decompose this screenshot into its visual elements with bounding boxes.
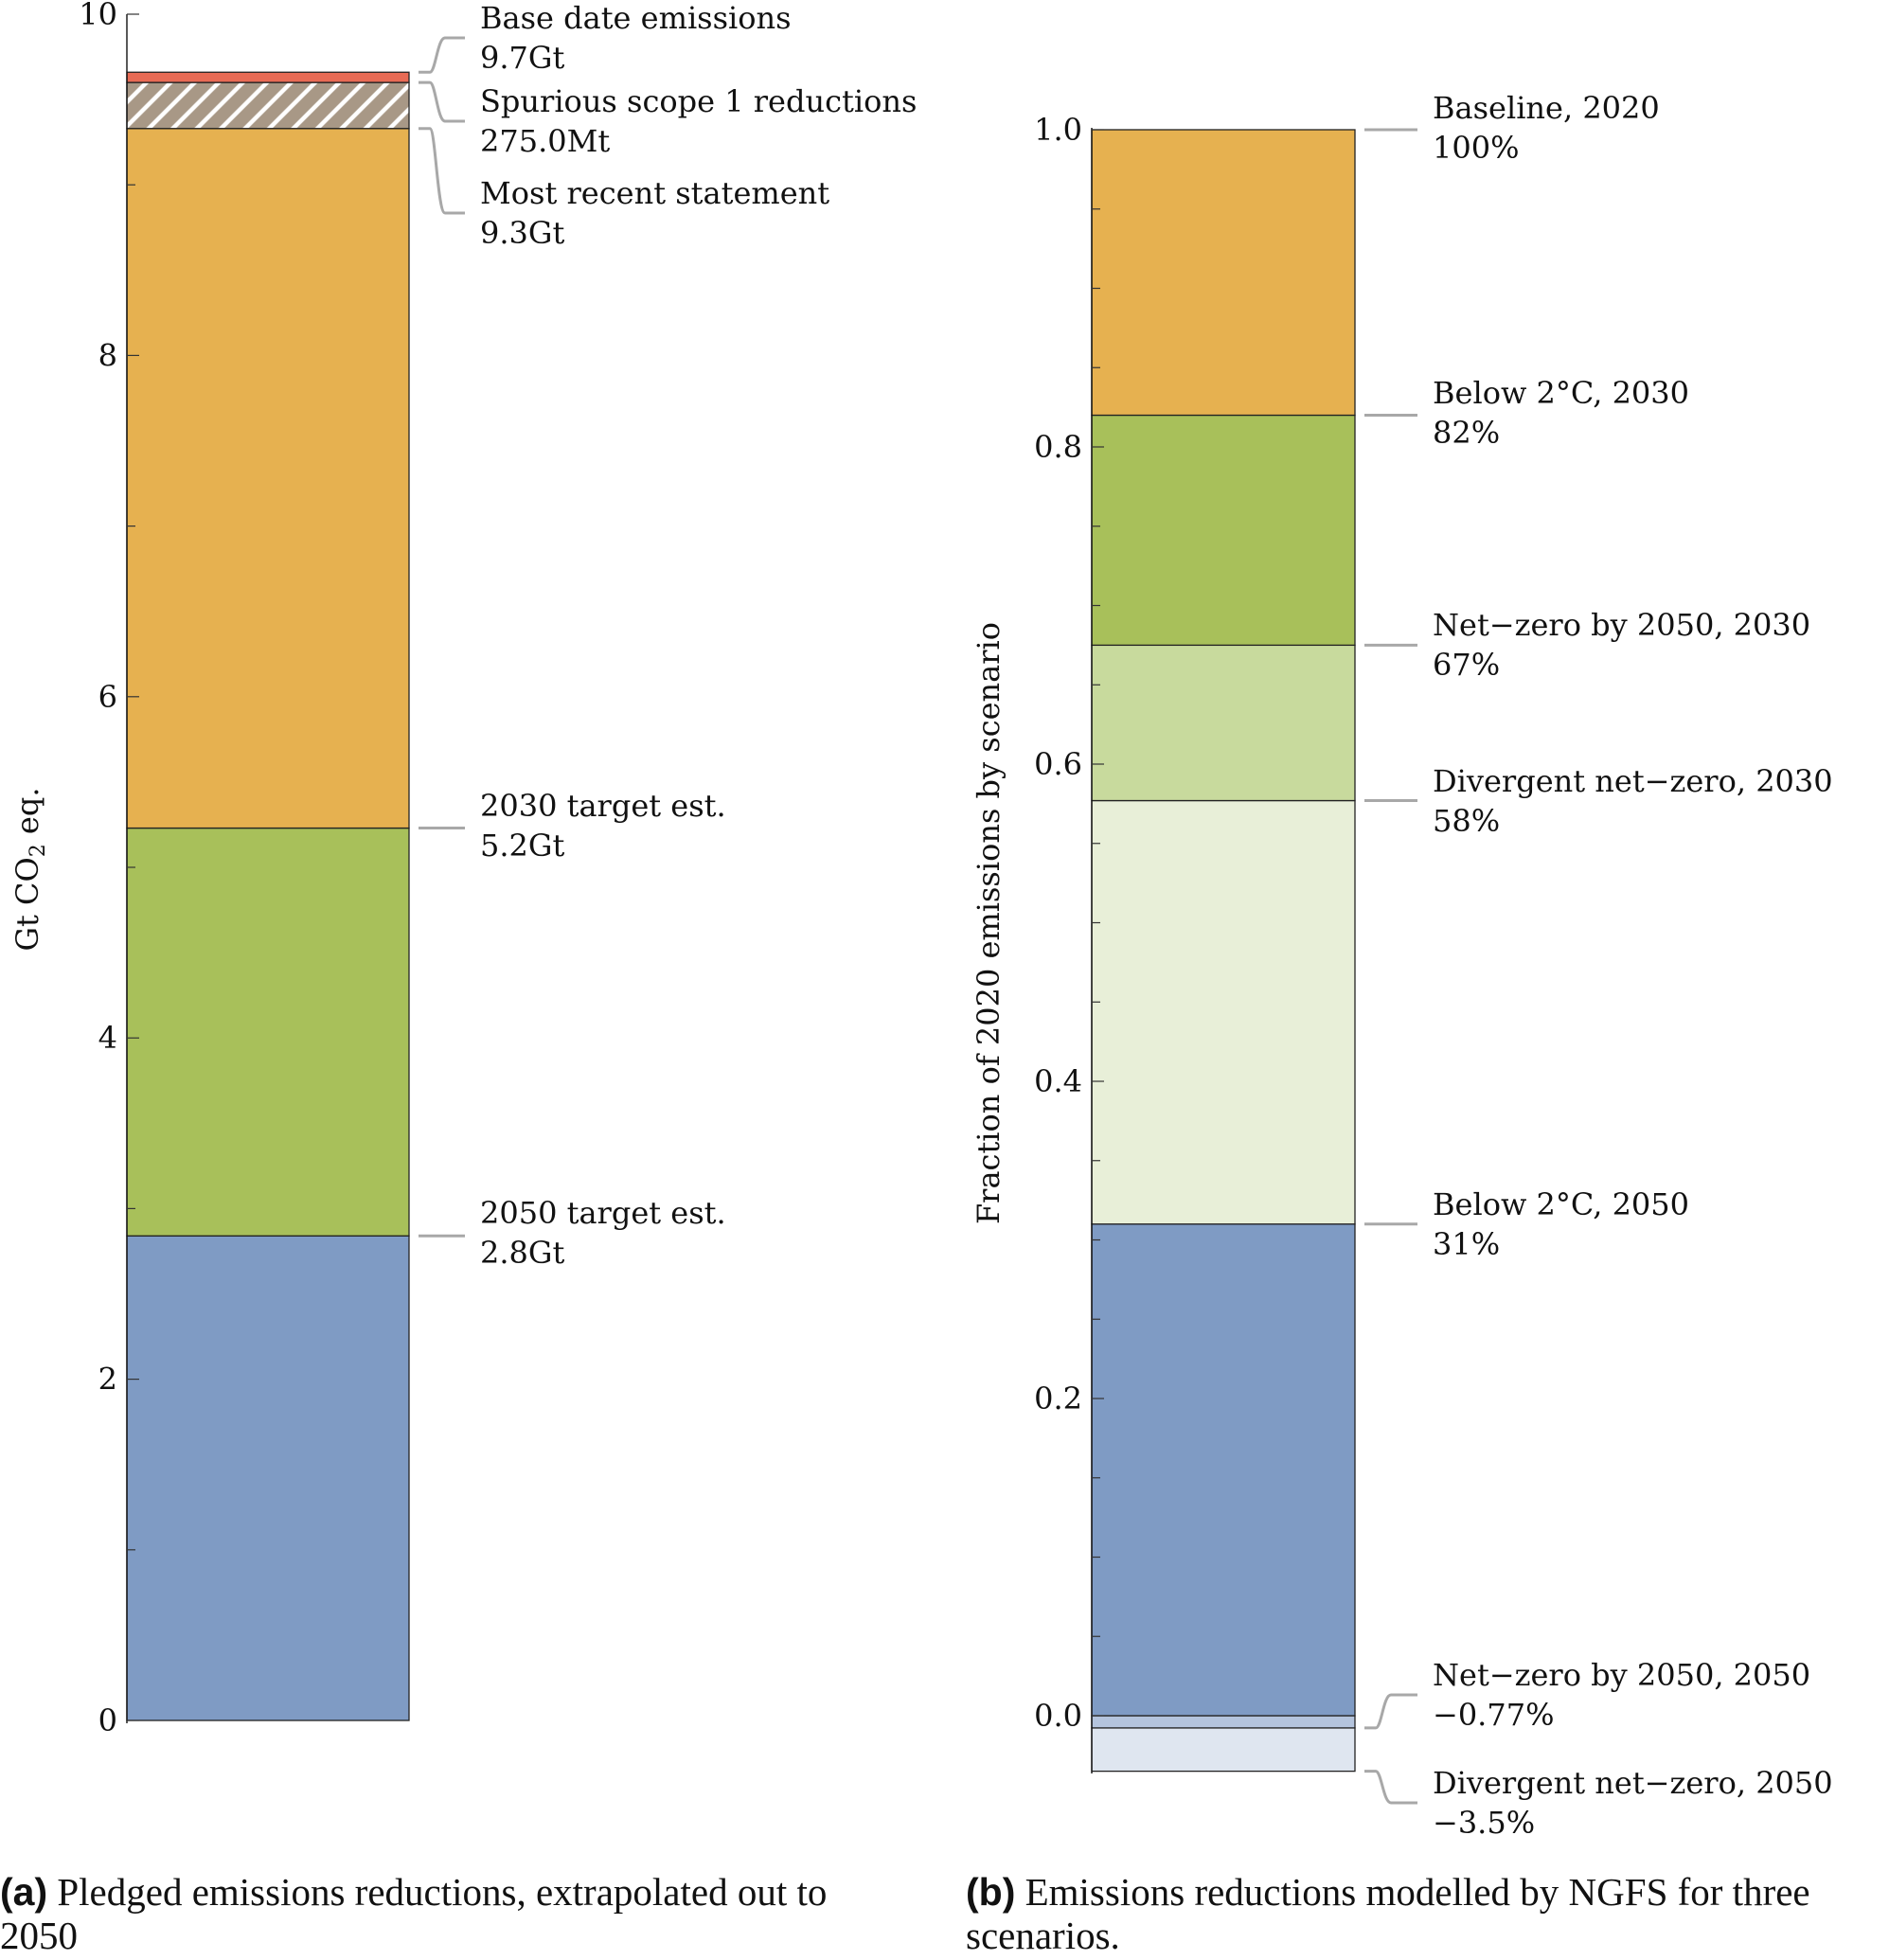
bar-segment-net-zero-by-2050-2030 bbox=[1091, 644, 1356, 802]
y-tick-label: 2 bbox=[98, 1362, 117, 1398]
annotation-value: 31% bbox=[1433, 1226, 1500, 1262]
annotation-value: 275.0Mt bbox=[480, 123, 610, 159]
y-tick-label: 0 bbox=[98, 1702, 117, 1738]
annotation-value: 100% bbox=[1433, 130, 1519, 166]
y-tick-label: 1.0 bbox=[1034, 112, 1082, 148]
leader-line bbox=[1364, 1693, 1417, 1730]
annotation-value: 5.2Gt bbox=[480, 828, 564, 864]
leader-line bbox=[419, 127, 465, 215]
y-tick-label: 4 bbox=[98, 1020, 117, 1056]
annotation-divergent-net-zero-2050: Divergent net−zero, 2050 −3.5% bbox=[1364, 1765, 1833, 1841]
y-tick-label: 8 bbox=[98, 337, 117, 373]
panel-b-chart: 0.0 0.2 0.4 0.6 0.8 1.0 Fraction of 2020 emis… bbox=[971, 90, 1833, 1841]
leader-line bbox=[419, 36, 465, 74]
annotation-label: Net−zero by 2050, 2050 bbox=[1433, 1657, 1810, 1693]
bar-segment-divergent-net-zero-2030 bbox=[1091, 799, 1356, 1225]
y-tick-label: 6 bbox=[98, 679, 117, 715]
annotation-value: 9.3Gt bbox=[480, 215, 564, 251]
annotation-label: Baseline, 2020 bbox=[1433, 90, 1660, 126]
y-tick-label: 0.2 bbox=[1034, 1381, 1082, 1417]
y-tick-label: 0.4 bbox=[1034, 1063, 1082, 1099]
caption-a: (a) Pledged emissions reductions, extrap… bbox=[0, 1870, 909, 1957]
bar-segment-divergent-net-zero-2050 bbox=[1091, 1727, 1356, 1773]
annotation-below-2-c-2030: Below 2°C, 2030 82% bbox=[1364, 375, 1689, 451]
annotation-label: Base date emissions bbox=[480, 0, 792, 36]
annotation-2030-target-est: 2030 target est. 5.2Gt bbox=[419, 788, 726, 864]
bar-segment-below-2-c-2050 bbox=[1091, 1223, 1356, 1717]
panel-b-bar bbox=[1091, 129, 1356, 1773]
annotation-divergent-net-zero-2030: Divergent net−zero, 2030 58% bbox=[1364, 763, 1833, 839]
bar-segment-baseline-2020 bbox=[1091, 129, 1356, 417]
panel-b-ticks: 0.0 0.2 0.4 0.6 0.8 1.0 bbox=[1034, 112, 1104, 1734]
panel-a-ticks: 0 2 4 6 8 10 bbox=[79, 0, 139, 1738]
caption-a-tag: (a) bbox=[0, 1870, 48, 1914]
panel-b-y-axis-label: Fraction of 2020 emissions by scenario bbox=[971, 622, 1007, 1224]
bar-segment-below-2-c-2030 bbox=[1091, 414, 1356, 647]
annotation-value: −3.5% bbox=[1433, 1805, 1535, 1841]
bar-segment-2030-target-est bbox=[126, 827, 410, 1237]
annotation-spurious-scope-1-reductions: Spurious scope 1 reductions 275.0Mt bbox=[419, 80, 917, 159]
y-tick-label: 0.8 bbox=[1034, 429, 1082, 465]
panel-a-bar bbox=[126, 71, 410, 1721]
leader-line bbox=[419, 80, 465, 123]
annotation-value: 9.7Gt bbox=[480, 40, 564, 76]
panel-a-y-axis-label: Gt CO2 eq. bbox=[9, 787, 50, 951]
caption-b-text: Emissions reductions modelled by NGFS fo… bbox=[966, 1870, 1810, 1957]
panel-a-annotations: Base date emissions 9.7Gt Spurious scope 1… bbox=[419, 0, 917, 1271]
caption-a-text: Pledged emissions reductions, extrapolat… bbox=[0, 1870, 828, 1957]
annotation-net-zero-by-2050-2030: Net−zero by 2050, 2030 67% bbox=[1364, 607, 1810, 683]
annotation-value: 67% bbox=[1433, 647, 1500, 683]
y-tick-label: 0.0 bbox=[1034, 1698, 1082, 1734]
annotation-value: 2.8Gt bbox=[480, 1235, 564, 1271]
annotation-label: Divergent net−zero, 2030 bbox=[1433, 763, 1833, 799]
annotation-baseline-2020: Baseline, 2020 100% bbox=[1364, 90, 1660, 166]
annotation-label: 2050 target est. bbox=[480, 1195, 726, 1231]
y-tick-label: 10 bbox=[79, 0, 117, 32]
annotation-label: 2030 target est. bbox=[480, 788, 726, 824]
y-tick-label: 0.6 bbox=[1034, 746, 1082, 782]
leader-line bbox=[1364, 1770, 1417, 1805]
annotation-2050-target-est: 2050 target est. 2.8Gt bbox=[419, 1195, 726, 1271]
bar-segment-spurious-scope-1-reductions bbox=[126, 81, 410, 130]
annotation-most-recent-statement: Most recent statement 9.3Gt bbox=[419, 127, 829, 251]
bar-segment-base-date-emissions bbox=[126, 71, 410, 83]
annotation-label: Net−zero by 2050, 2030 bbox=[1433, 607, 1810, 643]
annotation-label: Divergent net−zero, 2050 bbox=[1433, 1765, 1833, 1801]
annotation-below-2-c-2050: Below 2°C, 2050 31% bbox=[1364, 1186, 1689, 1262]
caption-b: (b) Emissions reductions modelled by NGF… bbox=[966, 1870, 1889, 1957]
annotation-label: Below 2°C, 2030 bbox=[1433, 375, 1689, 411]
annotation-base-date-emissions: Base date emissions 9.7Gt bbox=[419, 0, 792, 76]
annotation-value: 58% bbox=[1433, 803, 1500, 839]
annotation-value: 82% bbox=[1433, 415, 1500, 451]
panel-a-chart: 0 2 4 6 8 10 Gt CO2 eq. Base date emissions 9.… bbox=[9, 0, 917, 1738]
annotation-value: −0.77% bbox=[1433, 1697, 1554, 1733]
caption-b-tag: (b) bbox=[966, 1870, 1016, 1914]
annotation-net-zero-by-2050-2050: Net−zero by 2050, 2050 −0.77% bbox=[1364, 1657, 1810, 1733]
bar-segment-most-recent-statement bbox=[126, 128, 410, 829]
bar-segment-net-zero-by-2050-2050 bbox=[1091, 1715, 1356, 1729]
annotation-label: Below 2°C, 2050 bbox=[1433, 1186, 1689, 1222]
bar-segment-2050-target-est bbox=[126, 1235, 410, 1721]
annotation-label: Most recent statement bbox=[480, 175, 829, 211]
panel-b-annotations: Baseline, 2020 100% Below 2°C, 2030 82% Net−… bbox=[1364, 90, 1833, 1841]
annotation-label: Spurious scope 1 reductions bbox=[480, 83, 917, 119]
